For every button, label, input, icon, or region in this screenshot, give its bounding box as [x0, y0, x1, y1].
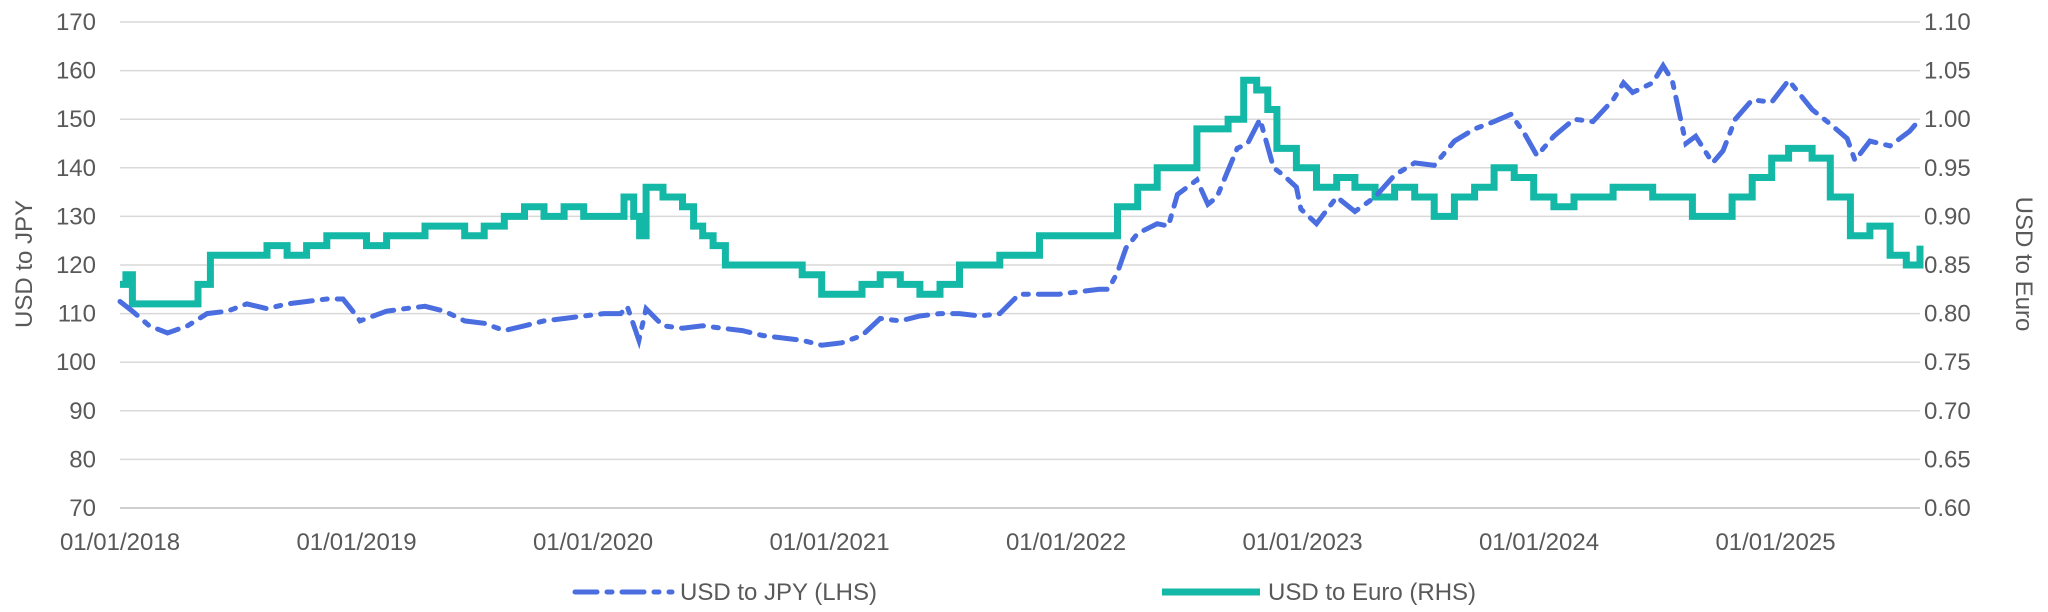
- x-axis-ticks: 01/01/2018 01/01/2019 01/01/2020 01/01/2021…: [60, 529, 1836, 556]
- legend: USD to JPY (LHS) USD to Euro (RHS): [572, 579, 1476, 606]
- right-tick-label: 0.80: [1924, 301, 1971, 328]
- x-tick-label: 01/01/2022: [1006, 529, 1126, 556]
- right-tick-label: 0.85: [1924, 252, 1971, 279]
- right-axis-title: USD to Euro: [2010, 197, 2037, 332]
- x-tick-label: 01/01/2024: [1479, 529, 1599, 556]
- right-tick-label: 1.05: [1924, 58, 1971, 85]
- x-tick-label: 01/01/2020: [533, 529, 653, 556]
- x-tick-label: 01/01/2023: [1242, 529, 1362, 556]
- x-tick-label: 01/01/2025: [1715, 529, 1835, 556]
- series-line-usd-jpy: [117, 60, 1923, 350]
- x-tick-label: 01/01/2021: [769, 529, 889, 556]
- right-tick-label: 0.90: [1924, 203, 1971, 230]
- series-line-usd-euro: [120, 76, 1924, 308]
- left-tick-label: 140: [56, 155, 96, 182]
- left-tick-label: 150: [56, 106, 96, 133]
- right-tick-label: 0.95: [1924, 155, 1971, 182]
- left-tick-label: 100: [56, 349, 96, 376]
- left-tick-label: 170: [56, 9, 96, 36]
- left-tick-label: 120: [56, 252, 96, 279]
- left-tick-label: 70: [69, 495, 96, 522]
- left-tick-label: 80: [69, 446, 96, 473]
- left-axis-title: USD to JPY: [11, 200, 38, 328]
- x-tick-label: 01/01/2018: [60, 529, 180, 556]
- right-tick-label: 0.65: [1924, 446, 1971, 473]
- left-tick-label: 90: [69, 398, 96, 425]
- right-tick-label: 1.00: [1924, 106, 1971, 133]
- gridlines: [120, 21, 1920, 461]
- legend-label-usd-euro: USD to Euro (RHS): [1268, 579, 1476, 606]
- legend-item-usd-euro: USD to Euro (RHS): [1162, 579, 1476, 606]
- left-tick-label: 160: [56, 58, 96, 85]
- left-axis-ticks: 70 80 90 100 110 120 130 140 150 160 170: [56, 9, 96, 522]
- left-tick-label: 130: [56, 203, 96, 230]
- right-tick-label: 1.10: [1924, 9, 1971, 36]
- right-axis-ticks: 0.60 0.65 0.70 0.75 0.80 0.85 0.90 0.95 1.00 1.05…: [1924, 9, 1971, 522]
- legend-label-usd-jpy: USD to JPY (LHS): [680, 579, 877, 606]
- right-tick-label: 0.60: [1924, 495, 1971, 522]
- right-tick-label: 0.70: [1924, 398, 1971, 425]
- x-tick-label: 01/01/2019: [296, 529, 416, 556]
- legend-item-usd-jpy: USD to JPY (LHS): [572, 579, 877, 606]
- left-tick-label: 110: [58, 301, 96, 328]
- right-tick-label: 0.75: [1924, 349, 1971, 376]
- series-lines: [117, 60, 1924, 350]
